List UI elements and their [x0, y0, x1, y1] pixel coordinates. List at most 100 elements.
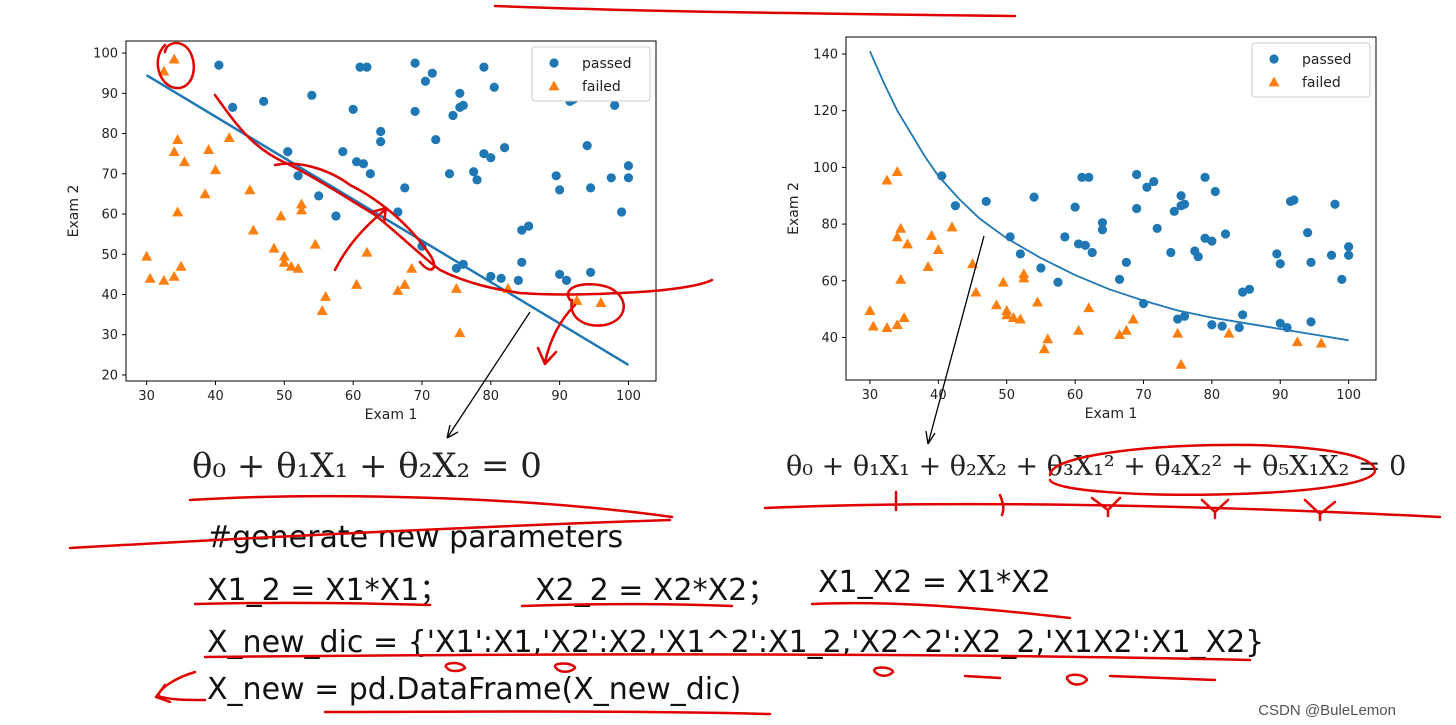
point-failed [1042, 333, 1054, 344]
linear-equation: θ₀ + θ₁X₁ + θ₂X₂ = 0 [192, 446, 542, 486]
point-failed [891, 166, 903, 177]
point-failed [351, 278, 363, 289]
point-passed [1087, 247, 1097, 258]
x-tick-label: 100 [616, 389, 641, 404]
y-tick-label: 100 [93, 47, 118, 62]
pointer-arrow-left [446, 311, 531, 439]
legend-label-failed: failed [1302, 75, 1341, 91]
point-passed [1306, 257, 1316, 267]
point-passed [338, 147, 348, 157]
x-tick-label: 70 [1135, 388, 1152, 403]
point-passed [555, 269, 565, 279]
point-passed [1344, 250, 1354, 260]
x-tick-label: 30 [862, 388, 879, 403]
y-tick-label: 20 [101, 368, 118, 383]
point-failed [1018, 272, 1030, 283]
point-passed [458, 100, 468, 110]
point-passed [1149, 176, 1159, 187]
long-underline [68, 518, 672, 550]
point-passed [355, 62, 365, 72]
x-tick-label: 40 [207, 389, 224, 404]
y-tick-label: 60 [101, 208, 118, 223]
point-passed [1275, 259, 1285, 269]
point-failed [1083, 302, 1095, 313]
point-passed [561, 275, 572, 286]
code-underline-4 [203, 653, 1252, 662]
legend-marker-failed [1268, 76, 1280, 87]
x-tick-label: 100 [1336, 388, 1361, 403]
point-passed [486, 153, 496, 163]
legend-label-failed: failed [582, 79, 621, 95]
pointer-arrow-right [925, 235, 985, 445]
point-passed [499, 143, 510, 153]
circle-mark-b [553, 662, 577, 673]
legend-box [1251, 42, 1371, 98]
dash-mark-2 [1108, 674, 1217, 682]
point-failed [361, 246, 373, 257]
point-passed [348, 104, 358, 115]
linear-eq-underline [188, 494, 674, 519]
point-passed [1142, 182, 1152, 192]
point-passed [1344, 242, 1354, 252]
circle-mark-a [444, 661, 467, 673]
code-x2-squared: X2_2 = X2*X2； [535, 573, 778, 608]
point-failed [891, 231, 903, 242]
title-underline-mark [493, 4, 1017, 18]
point-failed [970, 286, 982, 297]
x-tick-label: 60 [1067, 388, 1084, 403]
legend-box [531, 46, 651, 102]
point-passed [1077, 172, 1087, 182]
point-passed [1303, 227, 1313, 238]
code-x1-x2: X1_X2 = X1*X2 [818, 565, 1051, 600]
point-failed [922, 261, 934, 272]
point-failed [141, 250, 153, 261]
point-passed [1138, 298, 1149, 309]
point-passed [1132, 169, 1142, 180]
point-passed [1176, 191, 1186, 201]
point-passed [1166, 247, 1176, 258]
point-failed [895, 273, 907, 284]
x-tick-label: 60 [345, 389, 362, 404]
chart-linear-boundary: 30 40 50 60 70 80 90 100 20 30 40 50 60 70 80 90 100 Exam… [66, 40, 657, 423]
point-passed [228, 102, 238, 112]
code-underline-3 [810, 601, 1072, 620]
point-failed [172, 134, 184, 144]
y-tick-label: 70 [101, 167, 118, 182]
point-passed [448, 110, 458, 121]
y-tick-label: 120 [813, 104, 838, 119]
point-failed [932, 244, 944, 255]
point-passed [420, 76, 431, 86]
point-failed [392, 284, 404, 295]
point-failed [168, 53, 180, 64]
point-passed [1060, 232, 1070, 242]
point-passed [307, 90, 317, 100]
point-passed [455, 88, 465, 98]
point-failed [1038, 343, 1050, 354]
point-passed [486, 271, 496, 281]
point-passed [400, 183, 410, 193]
point-passed [358, 159, 369, 169]
point-failed [175, 260, 187, 271]
point-failed [144, 272, 156, 283]
mark-4 [1200, 498, 1230, 520]
point-passed [524, 221, 534, 231]
point-passed [1275, 318, 1285, 328]
point-passed [1337, 274, 1347, 284]
code-underline-1 [193, 601, 432, 607]
point-failed [881, 174, 893, 185]
circle-bottom-right-mark [566, 282, 625, 327]
point-failed [296, 204, 308, 215]
point-passed [393, 207, 403, 217]
legend-label-passed: passed [1302, 52, 1352, 68]
point-failed [406, 262, 418, 273]
point-failed [1175, 358, 1187, 369]
point-passed [1210, 186, 1220, 197]
circle-mark-c [873, 666, 895, 677]
point-failed [967, 258, 979, 269]
point-failed [946, 221, 958, 232]
point-passed [496, 273, 506, 283]
point-failed [278, 250, 290, 261]
point-passed [610, 100, 620, 110]
